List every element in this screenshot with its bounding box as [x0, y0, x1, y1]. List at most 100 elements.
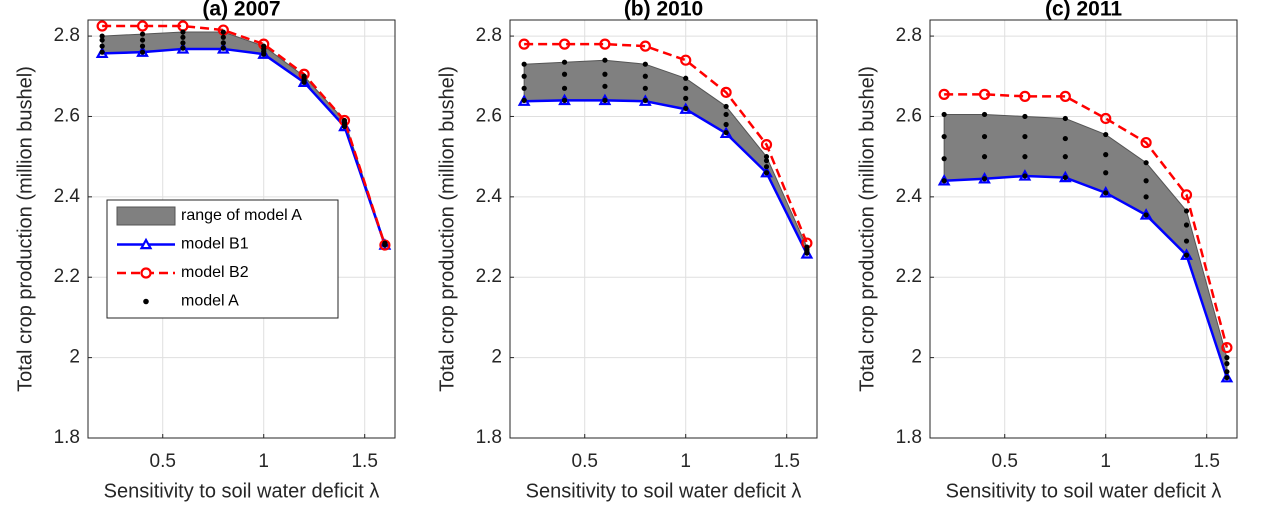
marker — [96, 20, 108, 32]
model-a-dot — [763, 154, 770, 160]
model-a-dot — [139, 37, 146, 43]
model-a-dot — [1103, 131, 1109, 138]
series-line — [102, 24, 387, 246]
marker — [1221, 341, 1233, 354]
model-a-dot — [1022, 173, 1028, 179]
legend-swatch — [140, 267, 152, 279]
model-a-dot — [521, 85, 527, 91]
legend-label: model A — [181, 293, 239, 310]
model-a-dot — [804, 244, 810, 250]
x-tick-label: 1.5 — [1193, 451, 1219, 472]
y-tick-label: 2 — [491, 347, 502, 368]
x-axis-label: Sensitivity to soil water deficit λ — [104, 480, 380, 502]
model-a-dot — [981, 176, 988, 182]
y-tick-label: 1.8 — [896, 427, 922, 448]
model-a-dot — [723, 103, 729, 110]
model-a-dot — [341, 117, 348, 124]
y-tick-label: 1.8 — [54, 427, 80, 448]
axes-box — [929, 19, 1238, 439]
model-a-dot — [763, 170, 770, 176]
y-tick-label: 2.6 — [476, 105, 502, 126]
model-a-dot — [723, 129, 729, 136]
model-a-dot — [1183, 252, 1190, 258]
model-a-dot — [683, 85, 689, 91]
model-a-dot — [521, 97, 527, 103]
x-tick-label: 0.5 — [150, 451, 176, 472]
model-a-dot — [220, 29, 226, 35]
model-a-dot — [1224, 361, 1230, 367]
marker — [518, 38, 530, 50]
model-a-dot — [99, 33, 105, 39]
axes-box — [509, 19, 818, 439]
x-tick-label: 1 — [1100, 451, 1111, 472]
model-a-dot — [1062, 154, 1068, 160]
series-line — [524, 42, 809, 244]
y-tick-label: 2.2 — [896, 266, 922, 287]
y-tick-label: 2.6 — [896, 105, 922, 126]
marker — [558, 38, 571, 50]
model-a-dot — [642, 61, 648, 67]
y-tick-label: 2 — [911, 347, 922, 368]
chart-title: (b) 2010 — [624, 0, 703, 21]
model-a-dot — [1224, 375, 1230, 381]
legend-swatch — [139, 237, 153, 250]
y-axis-label: Total crop production (million bushel) — [14, 66, 36, 392]
model-a-dot — [561, 85, 568, 91]
model-a-dot — [261, 43, 267, 49]
legend-swatch — [116, 206, 176, 226]
model-a-dot — [941, 156, 947, 162]
y-tick-label: 2.6 — [54, 105, 80, 126]
series-line — [524, 99, 809, 255]
model-a-dot — [139, 31, 146, 37]
y-tick-label: 2.2 — [54, 266, 80, 287]
marker — [136, 20, 149, 32]
model-a-dot — [1103, 170, 1109, 176]
model-a-dot — [1143, 212, 1149, 218]
y-tick-label: 2.8 — [54, 25, 80, 46]
x-tick-label: 0.5 — [992, 451, 1018, 472]
x-axis-label: Sensitivity to soil water deficit λ — [526, 480, 802, 502]
model-a-dot — [642, 97, 648, 103]
model-a-dot — [683, 75, 689, 81]
model-a-dot — [941, 111, 947, 118]
model-a-dot — [683, 95, 689, 101]
model-a-dot — [602, 71, 608, 77]
series-line — [944, 93, 1229, 348]
model-a-dot — [723, 121, 729, 128]
y-axis-label: Total crop production (million bushel) — [436, 66, 458, 392]
model-a-dot — [1143, 160, 1149, 166]
model-a-dot — [99, 49, 105, 55]
model-a-dot — [301, 73, 307, 79]
model-a-dot — [683, 105, 689, 112]
marker — [599, 38, 611, 50]
y-tick-label: 1.8 — [476, 427, 502, 448]
y-tick-label: 2.2 — [476, 266, 502, 287]
marker — [978, 88, 991, 100]
marker — [1180, 189, 1193, 201]
model-a-dot — [180, 29, 186, 35]
model-a-dot — [1143, 178, 1149, 184]
model-a-dot — [981, 154, 988, 160]
marker — [938, 88, 950, 100]
model-a-dot — [1183, 222, 1190, 228]
model-a-dot — [1143, 194, 1149, 200]
model-a-dot — [561, 71, 568, 77]
chart-title: (a) 2007 — [202, 0, 280, 21]
x-tick-label: 1.5 — [773, 451, 799, 472]
model-a-dot — [1022, 113, 1028, 120]
model-a-dot — [180, 34, 186, 40]
model-a-dot — [602, 57, 608, 63]
model-a-dot — [1183, 238, 1190, 244]
model-a-dot — [382, 240, 388, 246]
model-a-dot — [139, 43, 146, 49]
model-a-dot — [139, 49, 146, 55]
model-a-dot — [1224, 355, 1230, 361]
y-tick-label: 2.8 — [896, 25, 922, 46]
y-axis-label: Total crop production (million bushel) — [856, 66, 878, 392]
model-a-dot — [220, 45, 226, 51]
model-a-dot — [1103, 152, 1109, 158]
chart-title: (c) 2011 — [1045, 0, 1122, 21]
x-tick-label: 1 — [258, 451, 269, 472]
model-a-dot — [180, 45, 186, 51]
model-a-dot — [981, 111, 988, 118]
